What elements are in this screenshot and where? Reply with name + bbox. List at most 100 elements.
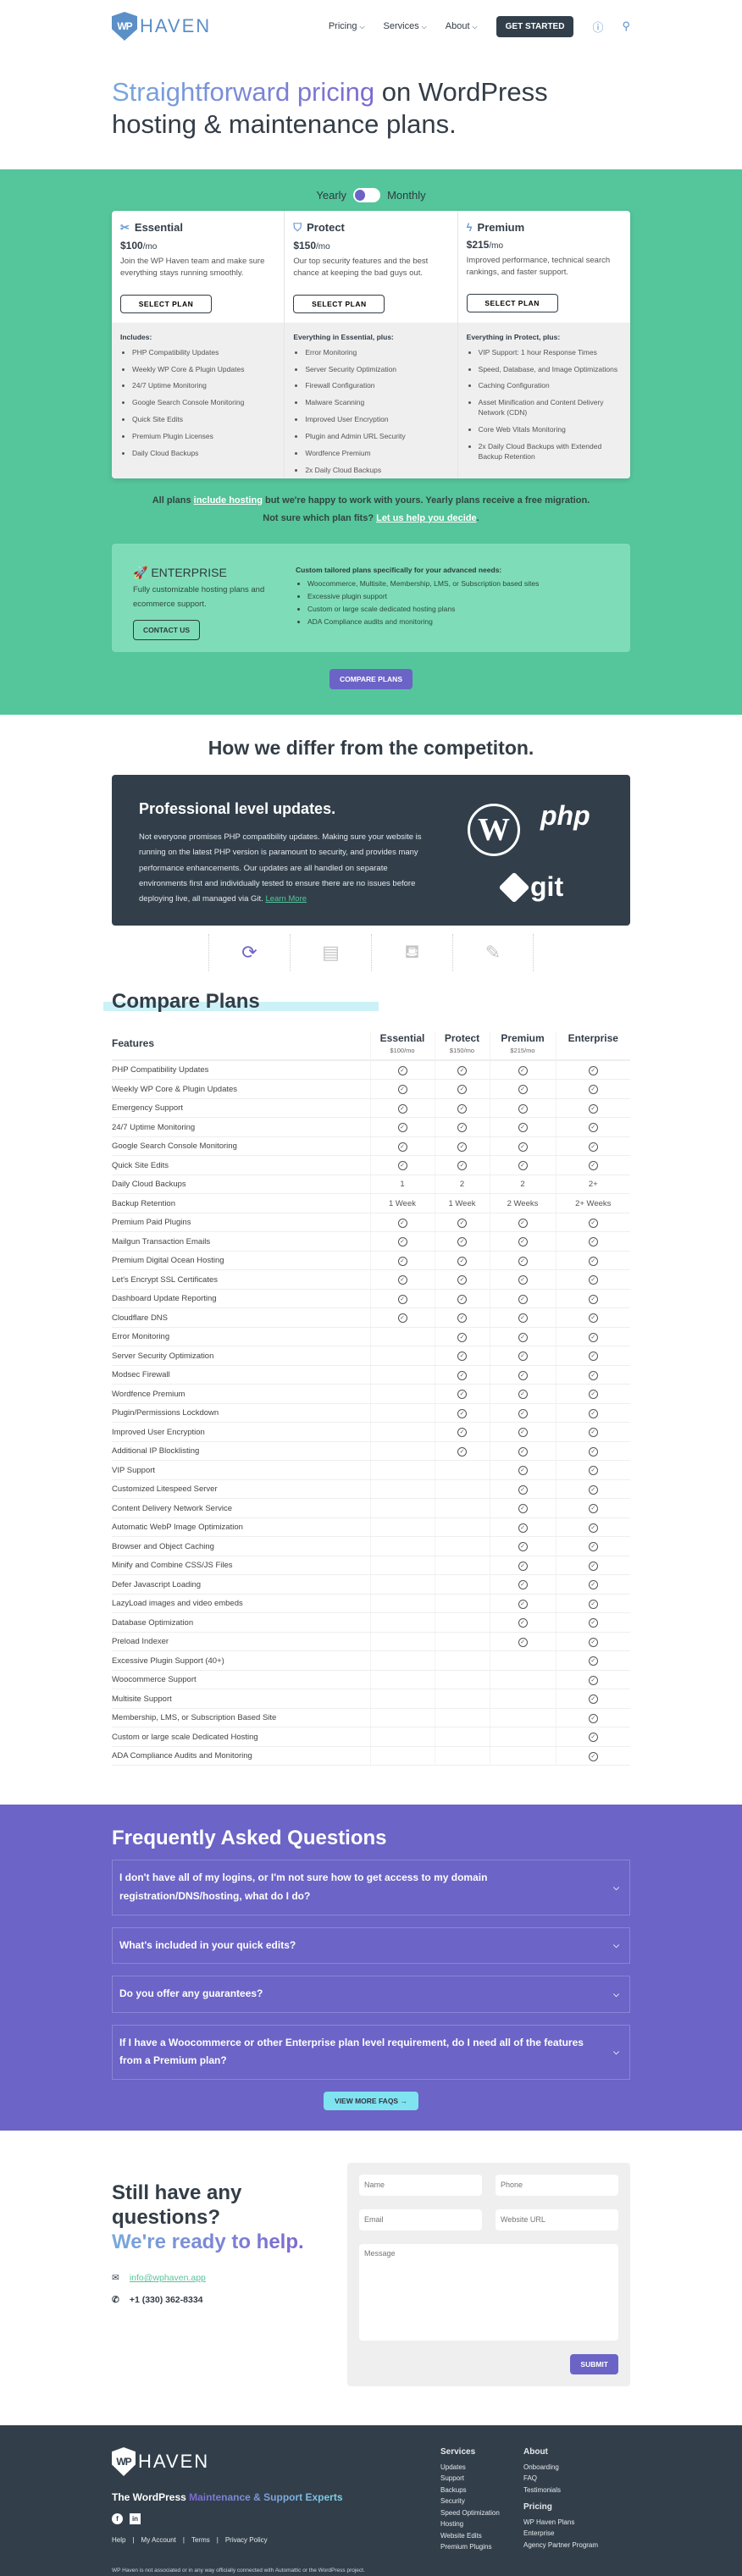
check-circle-icon: ✓ bbox=[457, 1103, 467, 1114]
plan-cell bbox=[434, 1517, 490, 1538]
submit-button[interactable]: SUBMIT bbox=[570, 2353, 618, 2374]
edit-icon[interactable]: ✎ bbox=[452, 934, 534, 972]
nav-services[interactable]: Services ⌵ bbox=[383, 21, 427, 31]
billing-toggle[interactable] bbox=[353, 187, 381, 202]
nav-pricing[interactable]: Pricing ⌵ bbox=[328, 21, 365, 31]
check-circle-icon: ✓ bbox=[397, 1161, 407, 1171]
footer-link[interactable]: Testimonials bbox=[523, 2485, 562, 2494]
plan-cell: 2+ bbox=[555, 1175, 630, 1195]
mail-icon: ✉ bbox=[112, 2273, 119, 2284]
check-circle-icon: ✓ bbox=[518, 1332, 528, 1342]
refresh-icon[interactable]: ⟳ bbox=[208, 934, 290, 972]
table-row: Plugin/Permissions Lockdown ✓ ✓ ✓ bbox=[112, 1403, 630, 1423]
plan-cell: ✓ bbox=[489, 1479, 556, 1500]
server-icon[interactable]: ▤ bbox=[290, 934, 371, 972]
include-hosting-link[interactable]: include hosting bbox=[193, 495, 263, 506]
logo[interactable]: WP HAVEN bbox=[112, 12, 211, 41]
select-plan-button[interactable]: SELECT PLAN bbox=[466, 293, 558, 312]
plan-cell: ✓ bbox=[555, 1612, 630, 1633]
footer-legal-link[interactable]: Help bbox=[112, 2535, 126, 2544]
phone-icon: ✆ bbox=[112, 2295, 119, 2306]
check-circle-icon: ✓ bbox=[588, 1694, 598, 1705]
plan-cell bbox=[369, 1708, 435, 1728]
faq-question: I don't have all of my logins, or I'm no… bbox=[119, 1871, 488, 1902]
footer-link[interactable]: Updates bbox=[440, 2463, 466, 2471]
name-field[interactable] bbox=[359, 2174, 482, 2196]
plan-feature: Firewall Configuration bbox=[305, 381, 448, 391]
footer-legal-link[interactable]: My Account bbox=[141, 2535, 176, 2544]
plan-cell: ✓ bbox=[489, 1117, 556, 1137]
linkedin-icon[interactable]: in bbox=[130, 2512, 141, 2524]
select-plan-button[interactable]: SELECT PLAN bbox=[293, 294, 385, 313]
check-circle-icon: ✓ bbox=[518, 1275, 528, 1285]
contact-us-button[interactable]: CONTACT US bbox=[133, 619, 201, 640]
plan-card-protect: ⛉ Protect $150/mo Our top security featur… bbox=[285, 210, 458, 478]
check-circle-icon: ✓ bbox=[588, 1504, 598, 1514]
check-circle-icon: ✓ bbox=[588, 1713, 598, 1723]
phone-field[interactable] bbox=[496, 2174, 618, 2196]
table-row: Excessive Plugin Support (40+) ✓ bbox=[112, 1650, 630, 1671]
concierge-bell-icon[interactable]: ⛾ bbox=[371, 934, 452, 972]
website-field[interactable] bbox=[496, 2208, 618, 2231]
feature-name: Premium Digital Ocean Hosting bbox=[112, 1251, 370, 1271]
plan-cell: ✓ bbox=[555, 1460, 630, 1480]
check-circle-icon: ✓ bbox=[588, 1446, 598, 1457]
view-more-faqs-button[interactable]: VIEW MORE FAQS → bbox=[324, 2091, 418, 2110]
plan-cell: ✓ bbox=[434, 1213, 490, 1233]
check-circle-icon: ✓ bbox=[588, 1618, 598, 1628]
plan-cell: ✓ bbox=[434, 1251, 490, 1271]
plan-cell: ✓ bbox=[369, 1231, 435, 1252]
email-field[interactable] bbox=[359, 2208, 482, 2231]
phone-number[interactable]: +1 (330) 362-8334 bbox=[129, 2295, 203, 2306]
footer-legal-link[interactable]: Terms bbox=[191, 2535, 210, 2544]
learn-more-link[interactable]: Learn More bbox=[265, 893, 307, 904]
user-icon[interactable]: ⚲ bbox=[622, 19, 630, 32]
footer-link[interactable]: Website Edits bbox=[440, 2531, 482, 2540]
plan-includes-heading: Includes: bbox=[120, 332, 152, 341]
table-row: Content Delivery Network Service ✓ ✓ bbox=[112, 1498, 630, 1518]
check-circle-icon: ✓ bbox=[457, 1370, 467, 1380]
footer-link[interactable]: Backups bbox=[440, 2485, 467, 2494]
footer-link[interactable]: Security bbox=[440, 2497, 465, 2506]
question-circle-icon[interactable]: ⓘ bbox=[592, 20, 604, 34]
footer-link[interactable]: Support bbox=[440, 2474, 465, 2483]
plan-feature: 2x Daily Cloud Backups bbox=[305, 466, 448, 476]
plan-cell: ✓ bbox=[489, 1327, 556, 1347]
facebook-icon[interactable]: f bbox=[112, 2512, 123, 2524]
faq-item[interactable]: What's included in your quick edits? ⌵ bbox=[112, 1926, 630, 1965]
footer-link[interactable]: Enterprise bbox=[523, 2529, 555, 2538]
feature-name: Let's Encrypt SSL Certificates bbox=[112, 1269, 370, 1290]
plan-cell: ✓ bbox=[489, 1574, 556, 1595]
plan-cell bbox=[369, 1498, 435, 1518]
footer-link[interactable]: WP Haven Plans bbox=[523, 2518, 575, 2526]
footer-link[interactable]: Premium Plugins bbox=[440, 2543, 492, 2551]
plan-cell: ✓ bbox=[489, 1136, 556, 1157]
footer-link[interactable]: FAQ bbox=[523, 2474, 538, 2483]
footer-link[interactable]: Agency Partner Program bbox=[523, 2540, 599, 2549]
message-field[interactable] bbox=[359, 2243, 618, 2341]
nav-about[interactable]: About ⌵ bbox=[445, 21, 478, 31]
table-row: Daily Cloud Backups 1 2 2 2+ bbox=[112, 1175, 630, 1195]
faq-item[interactable]: Do you offer any guarantees? ⌵ bbox=[112, 1976, 630, 2013]
select-plan-button[interactable]: SELECT PLAN bbox=[120, 294, 212, 313]
help-decide-link[interactable]: Let us help you decide bbox=[376, 512, 477, 523]
compare-plans-button[interactable]: COMPARE PLANS bbox=[329, 669, 413, 690]
email-link[interactable]: info@wphaven.app bbox=[129, 2273, 206, 2284]
plan-cell bbox=[434, 1689, 490, 1709]
footer-link[interactable]: Hosting bbox=[440, 2520, 464, 2529]
plan-cell: ✓ bbox=[489, 1289, 556, 1309]
footer-logo[interactable]: WP HAVEN bbox=[112, 2446, 422, 2476]
footer-link[interactable]: Onboarding bbox=[523, 2463, 559, 2471]
plan-cell: ✓ bbox=[489, 1213, 556, 1233]
faq-item[interactable]: I don't have all of my logins, or I'm no… bbox=[112, 1860, 630, 1915]
check-circle-icon: ✓ bbox=[397, 1275, 407, 1285]
faq-item[interactable]: If I have a Woocommerce or other Enterpr… bbox=[112, 2024, 630, 2080]
check-circle-icon: ✓ bbox=[518, 1218, 528, 1228]
footer-link[interactable]: Speed Optimization bbox=[440, 2508, 500, 2517]
footer-legal-link[interactable]: Privacy Policy bbox=[224, 2535, 268, 2544]
plan-cell: ✓ bbox=[489, 1098, 556, 1119]
plan-cell bbox=[369, 1422, 435, 1442]
get-started-button[interactable]: GET STARTED bbox=[496, 15, 574, 37]
plan-cell: ✓ bbox=[555, 1479, 630, 1500]
plan-column-protect: Protect $150/mo bbox=[434, 1032, 490, 1062]
